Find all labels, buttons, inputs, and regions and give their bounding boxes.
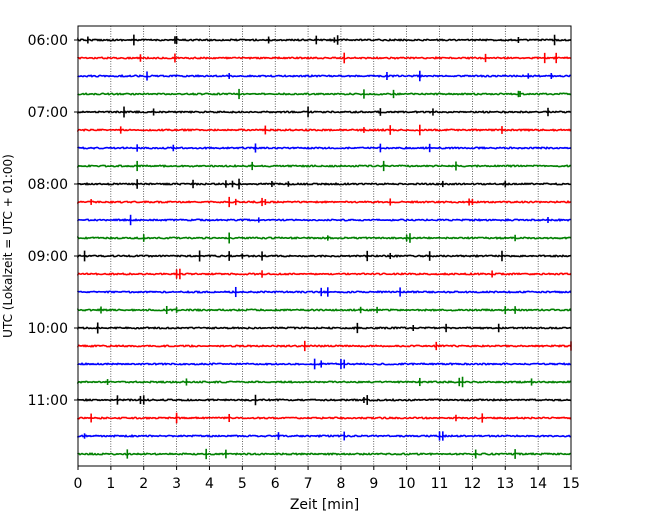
y-tick-label: 08:00 — [28, 177, 68, 193]
plot-frame — [77, 25, 572, 467]
y-axis-label: UTC (Lokalzeit = UTC + 01:00) — [1, 154, 15, 338]
x-tick-label: 14 — [529, 476, 547, 492]
trace-11:45 — [77, 448, 572, 460]
trace-line — [77, 362, 572, 366]
trace-line — [77, 452, 572, 456]
trace-line — [77, 92, 572, 96]
x-tick-label: 1 — [106, 476, 115, 492]
trace-07:45 — [77, 160, 572, 172]
trace-08:15 — [77, 196, 572, 208]
trace-line — [77, 146, 572, 150]
trace-09:30 — [77, 286, 572, 298]
trace-line — [77, 235, 572, 240]
trace-07:00 — [77, 106, 572, 118]
x-tick-label: 12 — [463, 476, 481, 492]
y-tick-label: 07:00 — [28, 105, 68, 121]
trace-line — [77, 182, 572, 186]
y-tick-label: 10:00 — [28, 321, 68, 337]
x-tick-label: 7 — [304, 476, 313, 492]
trace-11:00 — [77, 394, 572, 406]
seismic-traces — [77, 34, 572, 460]
x-tick-label: 5 — [238, 476, 247, 492]
trace-line — [77, 56, 572, 60]
trace-09:15 — [77, 268, 572, 280]
trace-10:30 — [77, 358, 572, 370]
trace-07:30 — [77, 143, 572, 153]
trace-08:00 — [77, 178, 572, 190]
x-tick-label: 13 — [496, 476, 514, 492]
trace-07:15 — [77, 124, 572, 136]
trace-line — [77, 290, 572, 294]
x-tick-label: 10 — [398, 476, 416, 492]
x-tick-label: 4 — [205, 476, 214, 492]
y-tick-label: 11:00 — [28, 393, 68, 409]
y-axis: 06:00 07:00 08:00 09:00 10:00 11:00 — [28, 33, 78, 409]
trace-line — [77, 380, 572, 385]
trace-line — [77, 127, 572, 133]
trace-line — [77, 308, 572, 312]
x-axis-label: Zeit [min] — [290, 497, 359, 513]
x-tick-label: 11 — [431, 476, 449, 492]
y-tick-label: 06:00 — [28, 33, 68, 49]
trace-11:30 — [77, 431, 572, 441]
x-tick-label: 2 — [139, 476, 148, 492]
x-tick-label: 6 — [271, 476, 280, 492]
trace-line — [77, 253, 572, 259]
trace-line — [77, 272, 572, 276]
trace-06:15 — [77, 52, 572, 64]
trace-line — [77, 164, 572, 169]
trace-line — [77, 398, 572, 402]
y-tick-label: 09:00 — [28, 249, 68, 265]
x-tick-label: 3 — [172, 476, 181, 492]
trace-line — [77, 37, 572, 42]
x-tick-label: 8 — [336, 476, 345, 492]
trace-line — [77, 200, 572, 205]
trace-line — [77, 326, 572, 330]
x-tick-label: 9 — [369, 476, 378, 492]
trace-09:00 — [77, 250, 572, 262]
x-tick-label: 0 — [74, 476, 83, 492]
trace-10:45 — [77, 376, 572, 388]
trace-10:00 — [77, 322, 572, 334]
trace-line — [77, 74, 572, 78]
trace-09:45 — [77, 305, 572, 315]
trace-line — [77, 416, 572, 420]
trace-06:00 — [77, 34, 572, 46]
trace-line — [77, 344, 572, 348]
trace-08:30 — [77, 214, 572, 226]
x-tick-label: 15 — [562, 476, 580, 492]
trace-08:45 — [77, 232, 572, 244]
trace-11:15 — [77, 412, 572, 424]
trace-line — [77, 433, 572, 438]
trace-06:30 — [77, 70, 572, 82]
trace-line — [77, 218, 572, 223]
trace-line — [77, 110, 572, 115]
trace-06:45 — [77, 88, 572, 100]
x-axis: 0 1 2 3 4 5 6 7 8 9 10 11 12 13 14 15 — [74, 466, 580, 492]
